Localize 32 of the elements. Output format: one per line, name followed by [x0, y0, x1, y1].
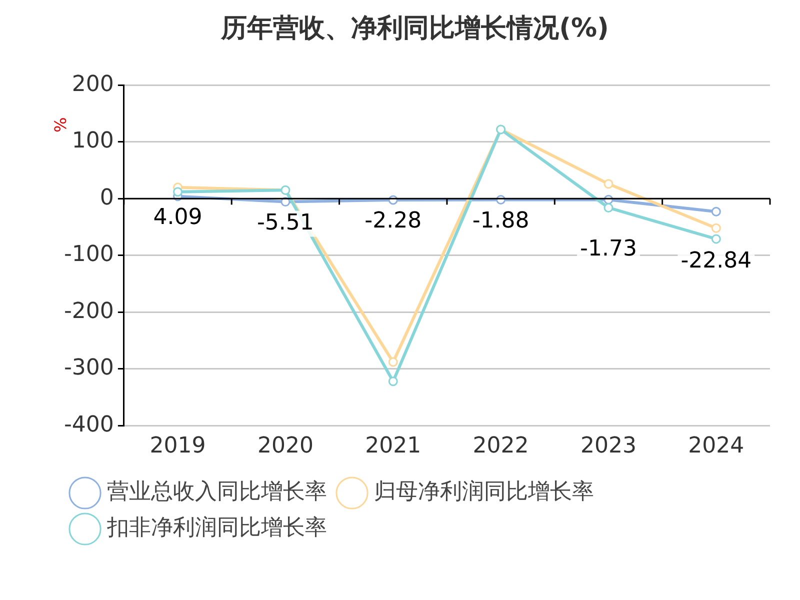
x-tick-label: 2021	[365, 434, 422, 459]
y-tick-label: -400	[64, 412, 114, 438]
x-tick-label: 2020	[257, 434, 314, 459]
y-tick-label: -100	[64, 242, 114, 268]
point	[604, 202, 614, 212]
data-label: -5.51	[256, 210, 314, 236]
y-tick-label: 200	[72, 72, 114, 97]
x-tick-label: 2024	[688, 434, 744, 459]
x-tick-label: 2019	[150, 434, 206, 459]
point	[604, 179, 614, 189]
legend-label: 归母净利润同比增长率	[374, 480, 594, 505]
point	[711, 223, 721, 233]
legend-label: 扣非净利润同比增长率	[106, 516, 327, 541]
legend-label: 营业总收入同比增长率	[107, 480, 327, 505]
data-label: 4.09	[153, 205, 202, 230]
data-label: -22.84	[680, 248, 752, 274]
point	[173, 187, 183, 197]
y-tick-label: 0	[100, 185, 114, 210]
y-axis-title: %	[51, 117, 70, 133]
chart-title: 历年营收、净利同比增长情况(%)	[220, 13, 609, 44]
point	[388, 357, 398, 367]
point	[388, 376, 398, 386]
data-label: -2.28	[364, 208, 422, 234]
x-tick-label: 2022	[472, 434, 529, 459]
point	[711, 234, 721, 244]
y-tick-label: -200	[64, 298, 114, 324]
y-tick-label: 100	[72, 128, 114, 154]
y-tick-label: -300	[64, 356, 114, 381]
data-label: -1.73	[580, 236, 637, 262]
point	[711, 206, 721, 216]
data-label: -1.88	[472, 208, 530, 234]
x-tick-label: 2023	[580, 434, 636, 459]
